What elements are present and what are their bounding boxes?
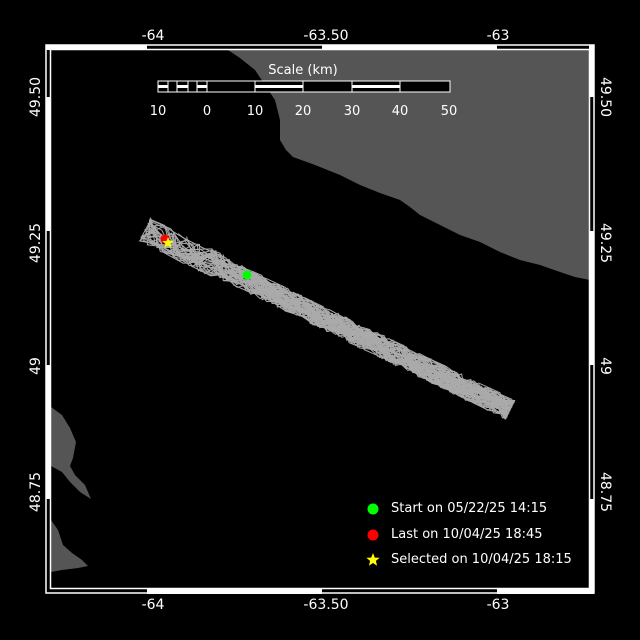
legend-start-icon [367, 503, 379, 515]
scale-label: 10 [246, 104, 264, 119]
frame-bar-left [46, 365, 51, 499]
scale-bar-segment [177, 85, 188, 88]
lat-label-left: 48.75 [28, 471, 44, 513]
scale-bar [157, 80, 451, 93]
legend-last-label: Last on 10/04/25 18:45 [391, 527, 543, 542]
track-segment [186, 236, 511, 414]
frame-bar-top [46, 45, 147, 50]
scale-bar-segment [158, 85, 168, 88]
legend-star-icon [366, 553, 380, 566]
land-west-1 [51, 407, 91, 499]
frame-bar-right [589, 231, 594, 365]
scale-label: 10 [149, 104, 167, 119]
selected-star-marker[interactable] [162, 237, 174, 248]
frame-bar-bottom [497, 589, 594, 594]
scale-bar-segment [255, 85, 303, 88]
frame-bar-top [322, 45, 497, 50]
scale-label: 50 [440, 104, 458, 119]
start-marker[interactable] [242, 270, 252, 280]
scale-bar-segment [197, 85, 207, 88]
scale-label: 30 [343, 104, 361, 119]
lon-label-bottom: -64 [141, 597, 165, 613]
legend-last-icon [367, 529, 379, 541]
lon-label-top: -63.50 [303, 28, 349, 44]
lat-label-right: 48.75 [597, 471, 613, 513]
track-segment [172, 233, 513, 415]
scale-label: 40 [391, 104, 409, 119]
frame-bar-bottom [147, 589, 322, 594]
map-frame [45, 44, 595, 594]
lon-label-bottom: -63.50 [303, 597, 349, 613]
lon-label-bottom: -63 [486, 597, 510, 613]
scale-label: 0 [202, 104, 212, 119]
legend-selected-label: Selected on 10/04/25 18:15 [391, 552, 572, 567]
frame-bar-right [589, 499, 594, 593]
land-west-2 [51, 520, 88, 572]
frame-bar-left [46, 97, 51, 231]
frame-bar-right [589, 45, 594, 97]
track-segment [148, 219, 511, 420]
lon-label-top: -64 [141, 28, 165, 44]
track-segment [185, 255, 514, 412]
lon-label-top: -63 [486, 28, 510, 44]
track [138, 216, 516, 420]
scale-bar-segment [352, 85, 400, 88]
lat-label-right: 49.50 [597, 76, 613, 118]
lat-label-left: 49 [28, 357, 44, 375]
land-north-coast [228, 50, 590, 280]
legend-start-label: Start on 05/22/25 14:15 [391, 501, 548, 516]
lat-label-left: 49.25 [28, 222, 44, 264]
scale-title: Scale (km) [268, 63, 338, 78]
lat-label-right: 49 [597, 357, 613, 375]
lat-label-left: 49.50 [28, 76, 44, 118]
scale-label: 20 [294, 104, 312, 119]
lat-label-right: 49.25 [597, 222, 613, 264]
